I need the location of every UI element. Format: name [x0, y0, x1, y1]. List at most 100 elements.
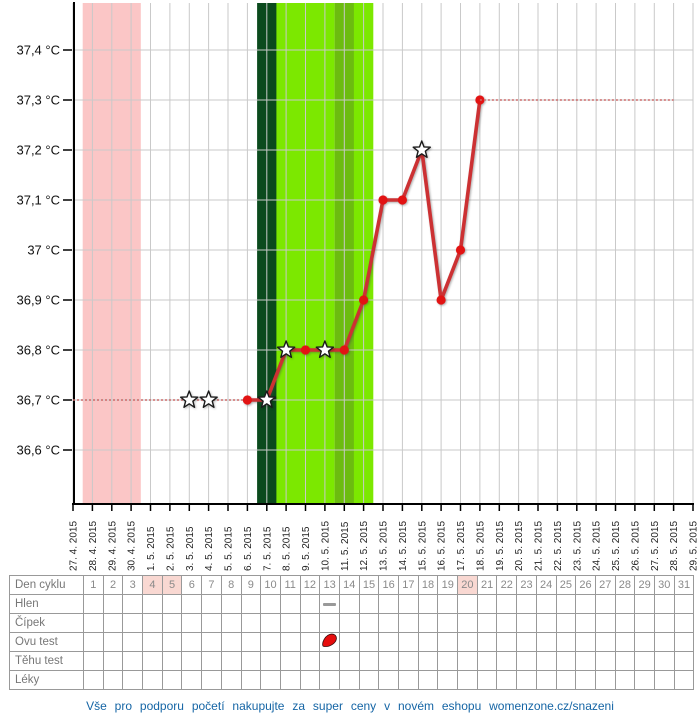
table-cell[interactable]	[83, 632, 104, 652]
table-cell[interactable]	[575, 670, 596, 690]
table-cell[interactable]	[535, 613, 557, 633]
table-cell[interactable]	[358, 594, 380, 614]
table-cell[interactable]	[575, 594, 596, 614]
table-cell[interactable]	[614, 632, 636, 652]
table-cell[interactable]	[673, 613, 695, 633]
cycle-day-cell[interactable]: 30	[653, 575, 675, 595]
cycle-day-cell[interactable]: 28	[614, 575, 636, 595]
table-cell[interactable]	[83, 670, 104, 690]
table-cell[interactable]	[673, 594, 695, 614]
table-cell[interactable]	[457, 594, 478, 614]
cycle-day-cell[interactable]: 23	[516, 575, 537, 595]
table-cell[interactable]	[653, 632, 675, 652]
table-cell[interactable]	[299, 651, 321, 671]
table-cell[interactable]	[634, 594, 655, 614]
table-cell[interactable]	[594, 670, 616, 690]
table-cell[interactable]	[398, 651, 419, 671]
table-cell[interactable]	[516, 613, 537, 633]
table-cell[interactable]	[653, 594, 675, 614]
cycle-day-cell[interactable]: 4	[142, 575, 163, 595]
table-cell[interactable]	[496, 670, 518, 690]
table-cell[interactable]	[299, 632, 321, 652]
table-cell[interactable]	[516, 594, 537, 614]
table-cell[interactable]	[555, 632, 577, 652]
table-cell[interactable]	[338, 651, 360, 671]
table-cell[interactable]	[634, 613, 655, 633]
table-cell[interactable]	[673, 651, 695, 671]
table-cell[interactable]	[161, 651, 183, 671]
table-cell[interactable]	[398, 632, 419, 652]
table-cell[interactable]	[338, 632, 360, 652]
table-cell[interactable]	[319, 651, 340, 671]
table-cell[interactable]	[83, 594, 104, 614]
table-cell[interactable]	[122, 651, 144, 671]
table-cell[interactable]	[279, 670, 301, 690]
cycle-day-cell[interactable]: 27	[594, 575, 616, 595]
table-cell[interactable]	[220, 651, 242, 671]
table-cell[interactable]	[279, 632, 301, 652]
table-cell[interactable]	[201, 594, 222, 614]
table-cell[interactable]	[279, 613, 301, 633]
cycle-day-cell[interactable]: 16	[378, 575, 399, 595]
table-cell[interactable]	[476, 594, 498, 614]
table-cell[interactable]	[161, 670, 183, 690]
table-cell[interactable]	[338, 594, 360, 614]
table-cell[interactable]	[378, 594, 399, 614]
table-cell[interactable]	[201, 651, 222, 671]
table-cell[interactable]	[378, 670, 399, 690]
table-cell[interactable]	[220, 632, 242, 652]
table-cell[interactable]	[240, 651, 262, 671]
table-cell[interactable]	[535, 594, 557, 614]
table-cell[interactable]	[653, 651, 675, 671]
cycle-day-cell[interactable]: 9	[240, 575, 262, 595]
table-cell[interactable]	[102, 613, 124, 633]
cycle-day-cell[interactable]: 18	[417, 575, 439, 595]
table-cell[interactable]	[496, 651, 518, 671]
table-cell[interactable]	[240, 594, 262, 614]
cycle-day-cell[interactable]: 26	[575, 575, 596, 595]
table-cell[interactable]	[319, 670, 340, 690]
table-cell[interactable]	[338, 670, 360, 690]
table-cell[interactable]	[476, 632, 498, 652]
table-cell[interactable]	[201, 632, 222, 652]
cycle-day-cell[interactable]: 20	[457, 575, 478, 595]
cycle-day-cell[interactable]: 14	[338, 575, 360, 595]
cycle-day-cell[interactable]: 21	[476, 575, 498, 595]
table-cell[interactable]	[417, 632, 439, 652]
table-cell[interactable]	[358, 651, 380, 671]
table-cell[interactable]	[535, 651, 557, 671]
table-cell[interactable]	[653, 670, 675, 690]
table-cell[interactable]	[437, 613, 459, 633]
cycle-day-cell[interactable]: 13	[319, 575, 340, 595]
table-cell[interactable]	[240, 670, 262, 690]
table-cell[interactable]	[555, 594, 577, 614]
table-cell[interactable]	[220, 594, 242, 614]
table-cell[interactable]	[142, 670, 163, 690]
table-cell[interactable]	[516, 670, 537, 690]
table-cell[interactable]	[398, 594, 419, 614]
cycle-day-cell[interactable]: 10	[260, 575, 281, 595]
table-cell[interactable]	[102, 632, 124, 652]
table-cell[interactable]	[319, 594, 340, 614]
table-cell[interactable]	[575, 651, 596, 671]
table-cell[interactable]	[614, 651, 636, 671]
table-cell[interactable]	[437, 651, 459, 671]
table-cell[interactable]	[653, 613, 675, 633]
table-cell[interactable]	[614, 594, 636, 614]
table-cell[interactable]	[142, 613, 163, 633]
table-cell[interactable]	[260, 613, 281, 633]
table-cell[interactable]	[338, 613, 360, 633]
table-cell[interactable]	[417, 670, 439, 690]
table-cell[interactable]	[299, 594, 321, 614]
table-cell[interactable]	[457, 670, 478, 690]
table-cell[interactable]	[122, 594, 144, 614]
table-cell[interactable]	[594, 594, 616, 614]
table-cell[interactable]	[142, 632, 163, 652]
table-cell[interactable]	[201, 670, 222, 690]
table-cell[interactable]	[516, 651, 537, 671]
table-cell[interactable]	[634, 632, 655, 652]
table-cell[interactable]	[181, 613, 203, 633]
cycle-day-cell[interactable]: 31	[673, 575, 695, 595]
table-cell[interactable]	[634, 651, 655, 671]
table-cell[interactable]	[260, 651, 281, 671]
